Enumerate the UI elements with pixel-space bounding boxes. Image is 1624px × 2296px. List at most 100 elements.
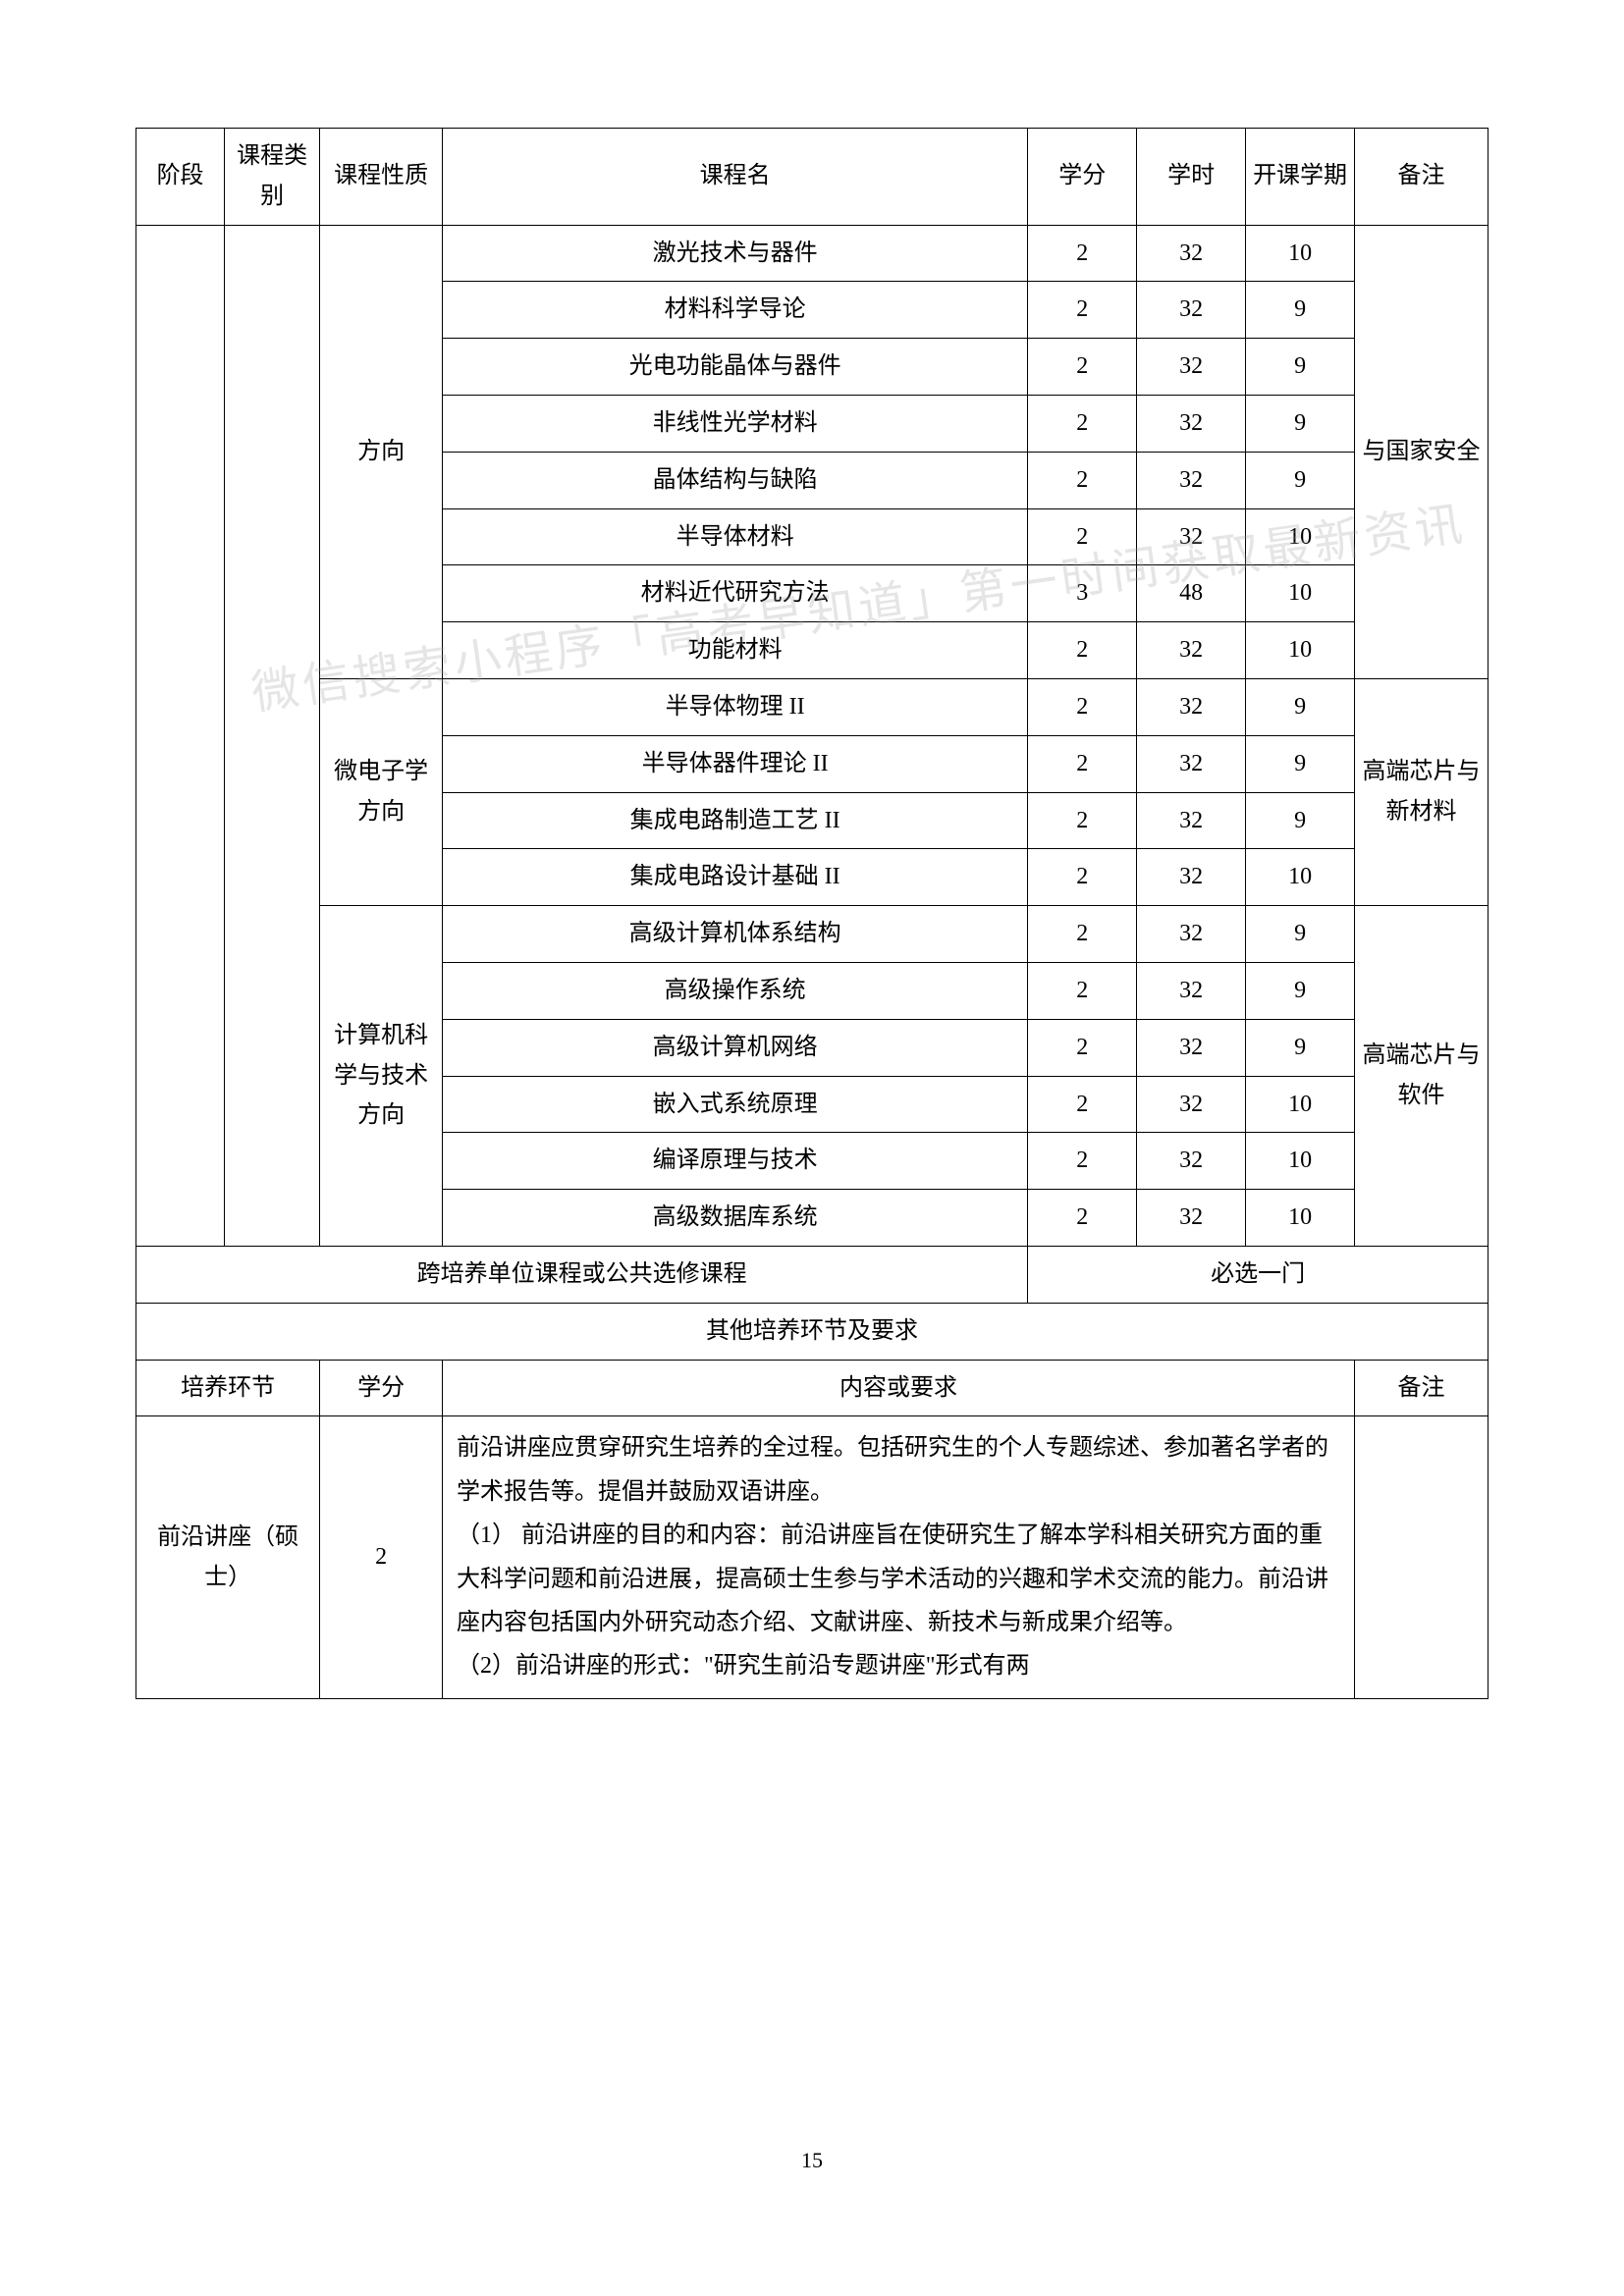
header-note: 备注	[1355, 129, 1489, 226]
course-hours: 32	[1137, 225, 1246, 282]
course-name: 高级计算机网络	[442, 1019, 1027, 1076]
course-semester: 9	[1246, 735, 1355, 792]
course-hours: 32	[1137, 622, 1246, 679]
course-semester: 9	[1246, 906, 1355, 963]
section2-header-row: 培养环节 学分 内容或要求 备注	[136, 1360, 1489, 1416]
header-stage: 阶段	[136, 129, 225, 226]
course-table: 阶段 课程类别 课程性质 课程名 学分 学时 开课学期 备注 方向 激光技术与器…	[135, 128, 1489, 1699]
note-cell: 高端芯片与软件	[1355, 906, 1489, 1247]
course-name: 功能材料	[442, 622, 1027, 679]
section2-content-row: 前沿讲座（硕士） 2 前沿讲座应贯穿研究生培养的全过程。包括研究生的个人专题综述…	[136, 1416, 1489, 1698]
course-hours: 32	[1137, 395, 1246, 452]
note-cell: 与国家安全	[1355, 225, 1489, 678]
header-semester: 开课学期	[1246, 129, 1355, 226]
segment-note	[1355, 1416, 1489, 1698]
direction-cell: 方向	[320, 225, 443, 678]
course-name: 光电功能晶体与器件	[442, 339, 1027, 396]
course-semester: 10	[1246, 508, 1355, 565]
course-credit: 2	[1028, 452, 1137, 508]
course-name: 半导体物理 II	[442, 678, 1027, 735]
course-name: 高级操作系统	[442, 962, 1027, 1019]
header-note: 备注	[1355, 1360, 1489, 1416]
course-hours: 32	[1137, 1019, 1246, 1076]
table-header-row: 阶段 课程类别 课程性质 课程名 学分 学时 开课学期 备注	[136, 129, 1489, 226]
course-credit: 2	[1028, 1190, 1137, 1247]
course-semester: 10	[1246, 1133, 1355, 1190]
course-hours: 32	[1137, 452, 1246, 508]
cross-unit-label: 跨培养单位课程或公共选修课程	[136, 1246, 1028, 1303]
course-credit: 2	[1028, 678, 1137, 735]
page-number: 15	[0, 2148, 1624, 2173]
section2-title-row: 其他培养环节及要求	[136, 1303, 1489, 1360]
course-name: 晶体结构与缺陷	[442, 452, 1027, 508]
course-name: 高级数据库系统	[442, 1190, 1027, 1247]
course-semester: 9	[1246, 339, 1355, 396]
cross-unit-requirement: 必选一门	[1028, 1246, 1489, 1303]
course-semester: 9	[1246, 792, 1355, 849]
category-cell	[225, 225, 320, 1246]
segment-credit: 2	[320, 1416, 443, 1698]
section2-title: 其他培养环节及要求	[136, 1303, 1489, 1360]
header-course-name: 课程名	[442, 129, 1027, 226]
header-nature: 课程性质	[320, 129, 443, 226]
header-hours: 学时	[1137, 129, 1246, 226]
course-semester: 10	[1246, 565, 1355, 622]
course-hours: 32	[1137, 508, 1246, 565]
course-credit: 2	[1028, 906, 1137, 963]
table-row: 方向 激光技术与器件 2 32 10 与国家安全	[136, 225, 1489, 282]
header-content: 内容或要求	[442, 1360, 1354, 1416]
header-credit: 学分	[1028, 129, 1137, 226]
course-name: 非线性光学材料	[442, 395, 1027, 452]
course-credit: 2	[1028, 282, 1137, 339]
course-name: 激光技术与器件	[442, 225, 1027, 282]
course-name: 材料科学导论	[442, 282, 1027, 339]
course-name: 材料近代研究方法	[442, 565, 1027, 622]
course-name: 半导体器件理论 II	[442, 735, 1027, 792]
course-semester: 9	[1246, 452, 1355, 508]
course-hours: 32	[1137, 678, 1246, 735]
course-semester: 10	[1246, 225, 1355, 282]
course-hours: 32	[1137, 962, 1246, 1019]
course-semester: 9	[1246, 962, 1355, 1019]
header-segment: 培养环节	[136, 1360, 320, 1416]
course-semester: 10	[1246, 622, 1355, 679]
course-credit: 2	[1028, 1133, 1137, 1190]
course-semester: 9	[1246, 395, 1355, 452]
direction-cell: 微电子学方向	[320, 678, 443, 905]
course-credit: 2	[1028, 1076, 1137, 1133]
course-credit: 2	[1028, 1019, 1137, 1076]
course-name: 高级计算机体系结构	[442, 906, 1027, 963]
header-credit: 学分	[320, 1360, 443, 1416]
course-semester: 9	[1246, 1019, 1355, 1076]
course-semester: 10	[1246, 1190, 1355, 1247]
course-credit: 2	[1028, 849, 1137, 906]
course-hours: 48	[1137, 565, 1246, 622]
course-semester: 10	[1246, 849, 1355, 906]
header-category: 课程类别	[225, 129, 320, 226]
course-hours: 32	[1137, 1133, 1246, 1190]
segment-content: 前沿讲座应贯穿研究生培养的全过程。包括研究生的个人专题综述、参加著名学者的学术报…	[442, 1416, 1354, 1698]
course-hours: 32	[1137, 1190, 1246, 1247]
direction-cell: 计算机科学与技术方向	[320, 906, 443, 1247]
course-hours: 32	[1137, 339, 1246, 396]
course-credit: 2	[1028, 622, 1137, 679]
course-name: 编译原理与技术	[442, 1133, 1027, 1190]
course-hours: 32	[1137, 792, 1246, 849]
note-cell: 高端芯片与新材料	[1355, 678, 1489, 905]
course-name: 半导体材料	[442, 508, 1027, 565]
course-credit: 2	[1028, 508, 1137, 565]
course-credit: 2	[1028, 792, 1137, 849]
course-semester: 9	[1246, 678, 1355, 735]
stage-cell	[136, 225, 225, 1246]
course-hours: 32	[1137, 849, 1246, 906]
course-name: 集成电路制造工艺 II	[442, 792, 1027, 849]
course-credit: 2	[1028, 962, 1137, 1019]
segment-cell: 前沿讲座（硕士）	[136, 1416, 320, 1698]
course-hours: 32	[1137, 906, 1246, 963]
course-name: 嵌入式系统原理	[442, 1076, 1027, 1133]
course-hours: 32	[1137, 282, 1246, 339]
course-semester: 9	[1246, 282, 1355, 339]
table-row: 微电子学方向 半导体物理 II 2 32 9 高端芯片与新材料	[136, 678, 1489, 735]
course-credit: 2	[1028, 395, 1137, 452]
course-credit: 2	[1028, 225, 1137, 282]
